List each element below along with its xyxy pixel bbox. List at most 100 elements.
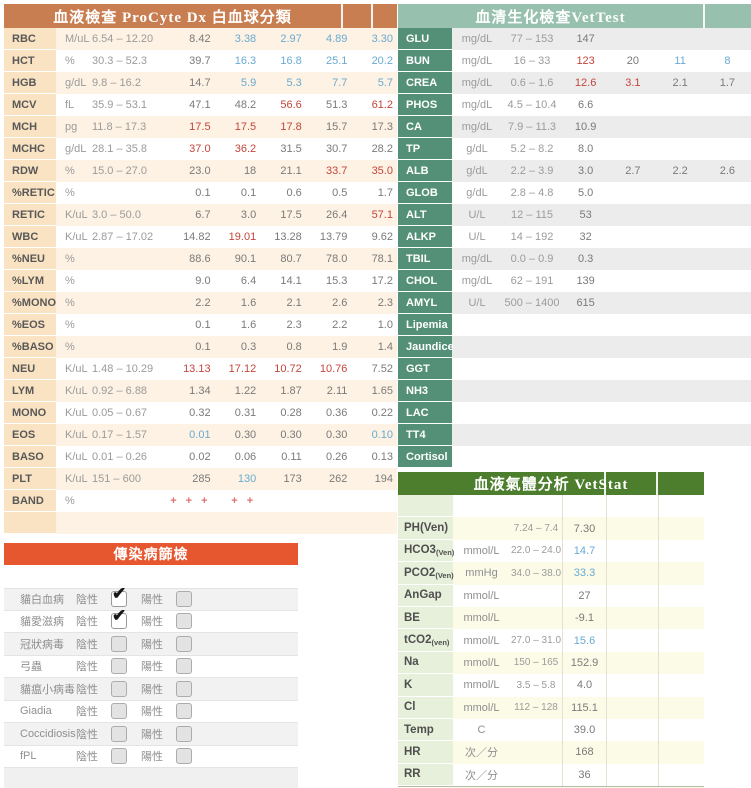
positive-checkbox[interactable] <box>176 703 192 720</box>
vetstat-table: 血液氣體分析 VetStat PH(Ven) 7.24 – 7.4 7.30 HCO3… <box>398 472 704 788</box>
param-unit: mg/dL <box>461 275 493 287</box>
param-value: 17.3 <box>371 121 393 133</box>
param-value: 37.0 <box>189 143 211 155</box>
disease-name: 貓瘟小病毒 <box>20 683 75 696</box>
param-value <box>609 138 656 160</box>
param-range: 4.5 – 10.4 <box>507 99 557 111</box>
param-value: 39.7 <box>189 55 211 67</box>
positive-checkbox[interactable] <box>176 725 192 742</box>
procyte-row: RDW% 15.0 – 27.0 23.0 18 21.1 33.7 35.0 <box>4 160 397 182</box>
param-unit: % <box>65 319 75 331</box>
param-value <box>704 138 751 160</box>
vettest-row: PHOS mg/dL 4.5 – 10.4 6.6 <box>398 94 751 116</box>
param-name: RDW <box>4 160 56 182</box>
param-range: 34.0 – 38.0 <box>510 567 562 579</box>
param-value: 2.7 <box>625 165 641 177</box>
param-value <box>657 204 704 226</box>
procyte-row: HCT% 30.3 – 52.3 39.7 16.3 16.8 25.1 20.2 <box>4 50 397 72</box>
negative-checkbox[interactable] <box>111 635 127 652</box>
param-value <box>562 358 609 380</box>
positive-label: 陽性 <box>141 594 163 607</box>
param-name: MCHC <box>4 138 56 160</box>
param-value <box>609 226 656 248</box>
procyte-row: RETIC K/uL 3.0 – 50.0 6.7 3.0 17.5 26.4 57.1 <box>4 204 397 226</box>
param-value: 8 <box>724 55 731 67</box>
param-name: %RETIC <box>4 182 56 204</box>
positive-label: 陽性 <box>141 706 163 719</box>
param-name: %MONO <box>4 292 56 314</box>
negative-checkbox[interactable] <box>111 658 127 675</box>
negative-checkbox[interactable] <box>111 748 127 765</box>
negative-checkbox[interactable] <box>111 680 127 697</box>
param-name: %BASO <box>4 336 56 358</box>
param-value: 0.10 <box>371 429 393 441</box>
param-value <box>562 424 609 446</box>
positive-checkbox[interactable] <box>176 658 192 675</box>
param-value <box>704 28 751 50</box>
param-name: HGB <box>4 72 56 94</box>
procyte-title: 血液檢查 ProCyte Dx 白血球分類 <box>53 9 292 26</box>
empty-cell <box>658 651 704 675</box>
param-unit: mmol/L <box>463 634 500 647</box>
param-unit <box>453 495 510 517</box>
param-value <box>562 380 609 402</box>
param-value: 7.52 <box>371 363 393 375</box>
param-range <box>92 336 169 358</box>
param-value <box>657 28 704 50</box>
param-value: 2.2 <box>672 165 688 177</box>
vettest-row: LAC <box>398 402 751 424</box>
param-unit: mg/dL <box>461 253 493 265</box>
param-range <box>510 585 562 607</box>
infectious-row: 冠狀病毒 陰性 陽性 <box>4 633 298 656</box>
param-value: -9.1 <box>562 606 606 630</box>
param-value: 173 <box>283 473 302 485</box>
param-unit: g/dL <box>466 143 488 155</box>
param-range: 3.0 – 50.0 <box>92 209 141 221</box>
vetstat-row: AnGap mmol/L 27 <box>398 584 704 607</box>
empty-cell <box>658 741 704 764</box>
param-value: 1.65 <box>371 385 393 397</box>
positive-checkbox[interactable] <box>176 591 192 608</box>
param-value: 19.01 <box>228 231 257 243</box>
positive-checkbox[interactable] <box>176 748 192 765</box>
vetstat-row: Cl mmol/L 112 – 128 115.1 <box>398 696 704 719</box>
param-value <box>609 314 656 336</box>
param-range: 500 – 1400 <box>504 297 560 309</box>
positive-checkbox[interactable] <box>176 680 192 697</box>
empty-cell <box>658 763 704 787</box>
param-range: 12 – 115 <box>510 209 553 221</box>
param-value <box>609 270 656 292</box>
param-name: PLT <box>4 468 56 490</box>
negative-checkbox[interactable] <box>111 606 127 630</box>
param-value: 0.36 <box>325 407 348 419</box>
negative-checkbox[interactable] <box>111 703 127 720</box>
param-value: 32 <box>579 231 592 243</box>
positive-checkbox[interactable] <box>176 635 192 652</box>
param-name: LYM <box>4 380 56 402</box>
param-value: 1.0 <box>377 319 393 331</box>
procyte-row: %NEU% 88.6 90.1 80.7 78.0 78.1 <box>4 248 397 270</box>
param-unit: pg <box>65 121 78 133</box>
param-range: 9.8 – 16.2 <box>92 77 141 89</box>
param-value: 5.3 <box>286 77 302 89</box>
positive-checkbox[interactable] <box>176 613 192 630</box>
negative-checkbox[interactable] <box>111 584 127 608</box>
empty-cell <box>606 741 658 764</box>
param-range <box>510 741 562 763</box>
param-name: PHOS <box>398 94 452 116</box>
param-value: 6.7 <box>195 209 211 221</box>
param-value: 1.22 <box>234 385 257 397</box>
infectious-row: Giadia 陰性 陽性 <box>4 701 298 723</box>
param-unit: mmol/L <box>463 701 500 714</box>
param-value: 21.1 <box>280 165 302 177</box>
param-value: 13.13 <box>183 363 211 375</box>
procyte-row: RBC M/uL 6.54 – 12.20 8.42 3.38 2.97 4.89 3.30 <box>4 28 397 50</box>
param-name: HR <box>398 741 453 764</box>
param-value: 78.1 <box>371 253 393 265</box>
param-value: 4.0 <box>562 674 606 697</box>
negative-label: 陰性 <box>76 661 98 674</box>
vettest-row: Lipemia <box>398 314 751 336</box>
negative-checkbox[interactable] <box>111 725 127 742</box>
param-value <box>704 292 751 314</box>
param-value <box>657 226 704 248</box>
